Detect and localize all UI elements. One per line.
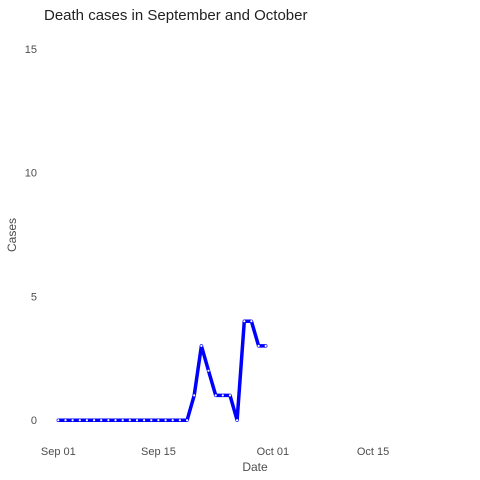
y-tick-label: 15 — [25, 44, 37, 56]
data-point — [164, 419, 167, 422]
data-point — [71, 419, 74, 422]
data-point — [221, 394, 224, 397]
chart-title: Death cases in September and October — [44, 7, 307, 24]
y-tick-label: 10 — [25, 168, 37, 180]
data-point — [114, 419, 117, 422]
data-point — [228, 394, 232, 397]
x-axis-label: Date — [242, 460, 268, 474]
data-point — [171, 419, 174, 422]
data-point — [143, 419, 146, 422]
data-point — [207, 369, 210, 372]
data-point — [178, 419, 181, 422]
x-axis-ticks: Sep 01 Sep 15 Oct 01 Oct 15 — [41, 446, 389, 458]
data-point — [236, 419, 239, 422]
data-point — [214, 394, 217, 397]
data-point — [243, 320, 246, 323]
data-point — [93, 419, 96, 422]
series-layer — [56, 319, 268, 422]
data-point — [100, 419, 103, 422]
data-point — [264, 344, 267, 347]
series-line — [56, 319, 268, 422]
x-tick-label: Sep 15 — [141, 446, 176, 458]
data-point — [57, 419, 60, 422]
x-tick-label: Oct 15 — [357, 446, 389, 458]
y-tick-label: 0 — [31, 415, 37, 427]
y-axis-ticks: 0 5 10 15 — [25, 44, 37, 427]
data-point — [135, 419, 139, 422]
data-point — [85, 419, 88, 422]
data-point — [64, 419, 67, 422]
x-tick-label: Oct 01 — [257, 446, 289, 458]
data-point — [78, 419, 81, 422]
data-point — [257, 344, 260, 347]
data-point — [200, 344, 203, 347]
data-point — [157, 419, 160, 422]
y-axis-label: Cases — [5, 218, 19, 252]
data-point — [250, 320, 253, 323]
data-point — [121, 419, 124, 422]
y-tick-label: 5 — [31, 291, 37, 303]
data-point — [128, 419, 131, 422]
data-point — [186, 419, 189, 422]
x-tick-label: Sep 01 — [41, 446, 76, 458]
data-point — [107, 419, 110, 422]
data-point — [193, 394, 196, 397]
data-point — [150, 419, 153, 422]
